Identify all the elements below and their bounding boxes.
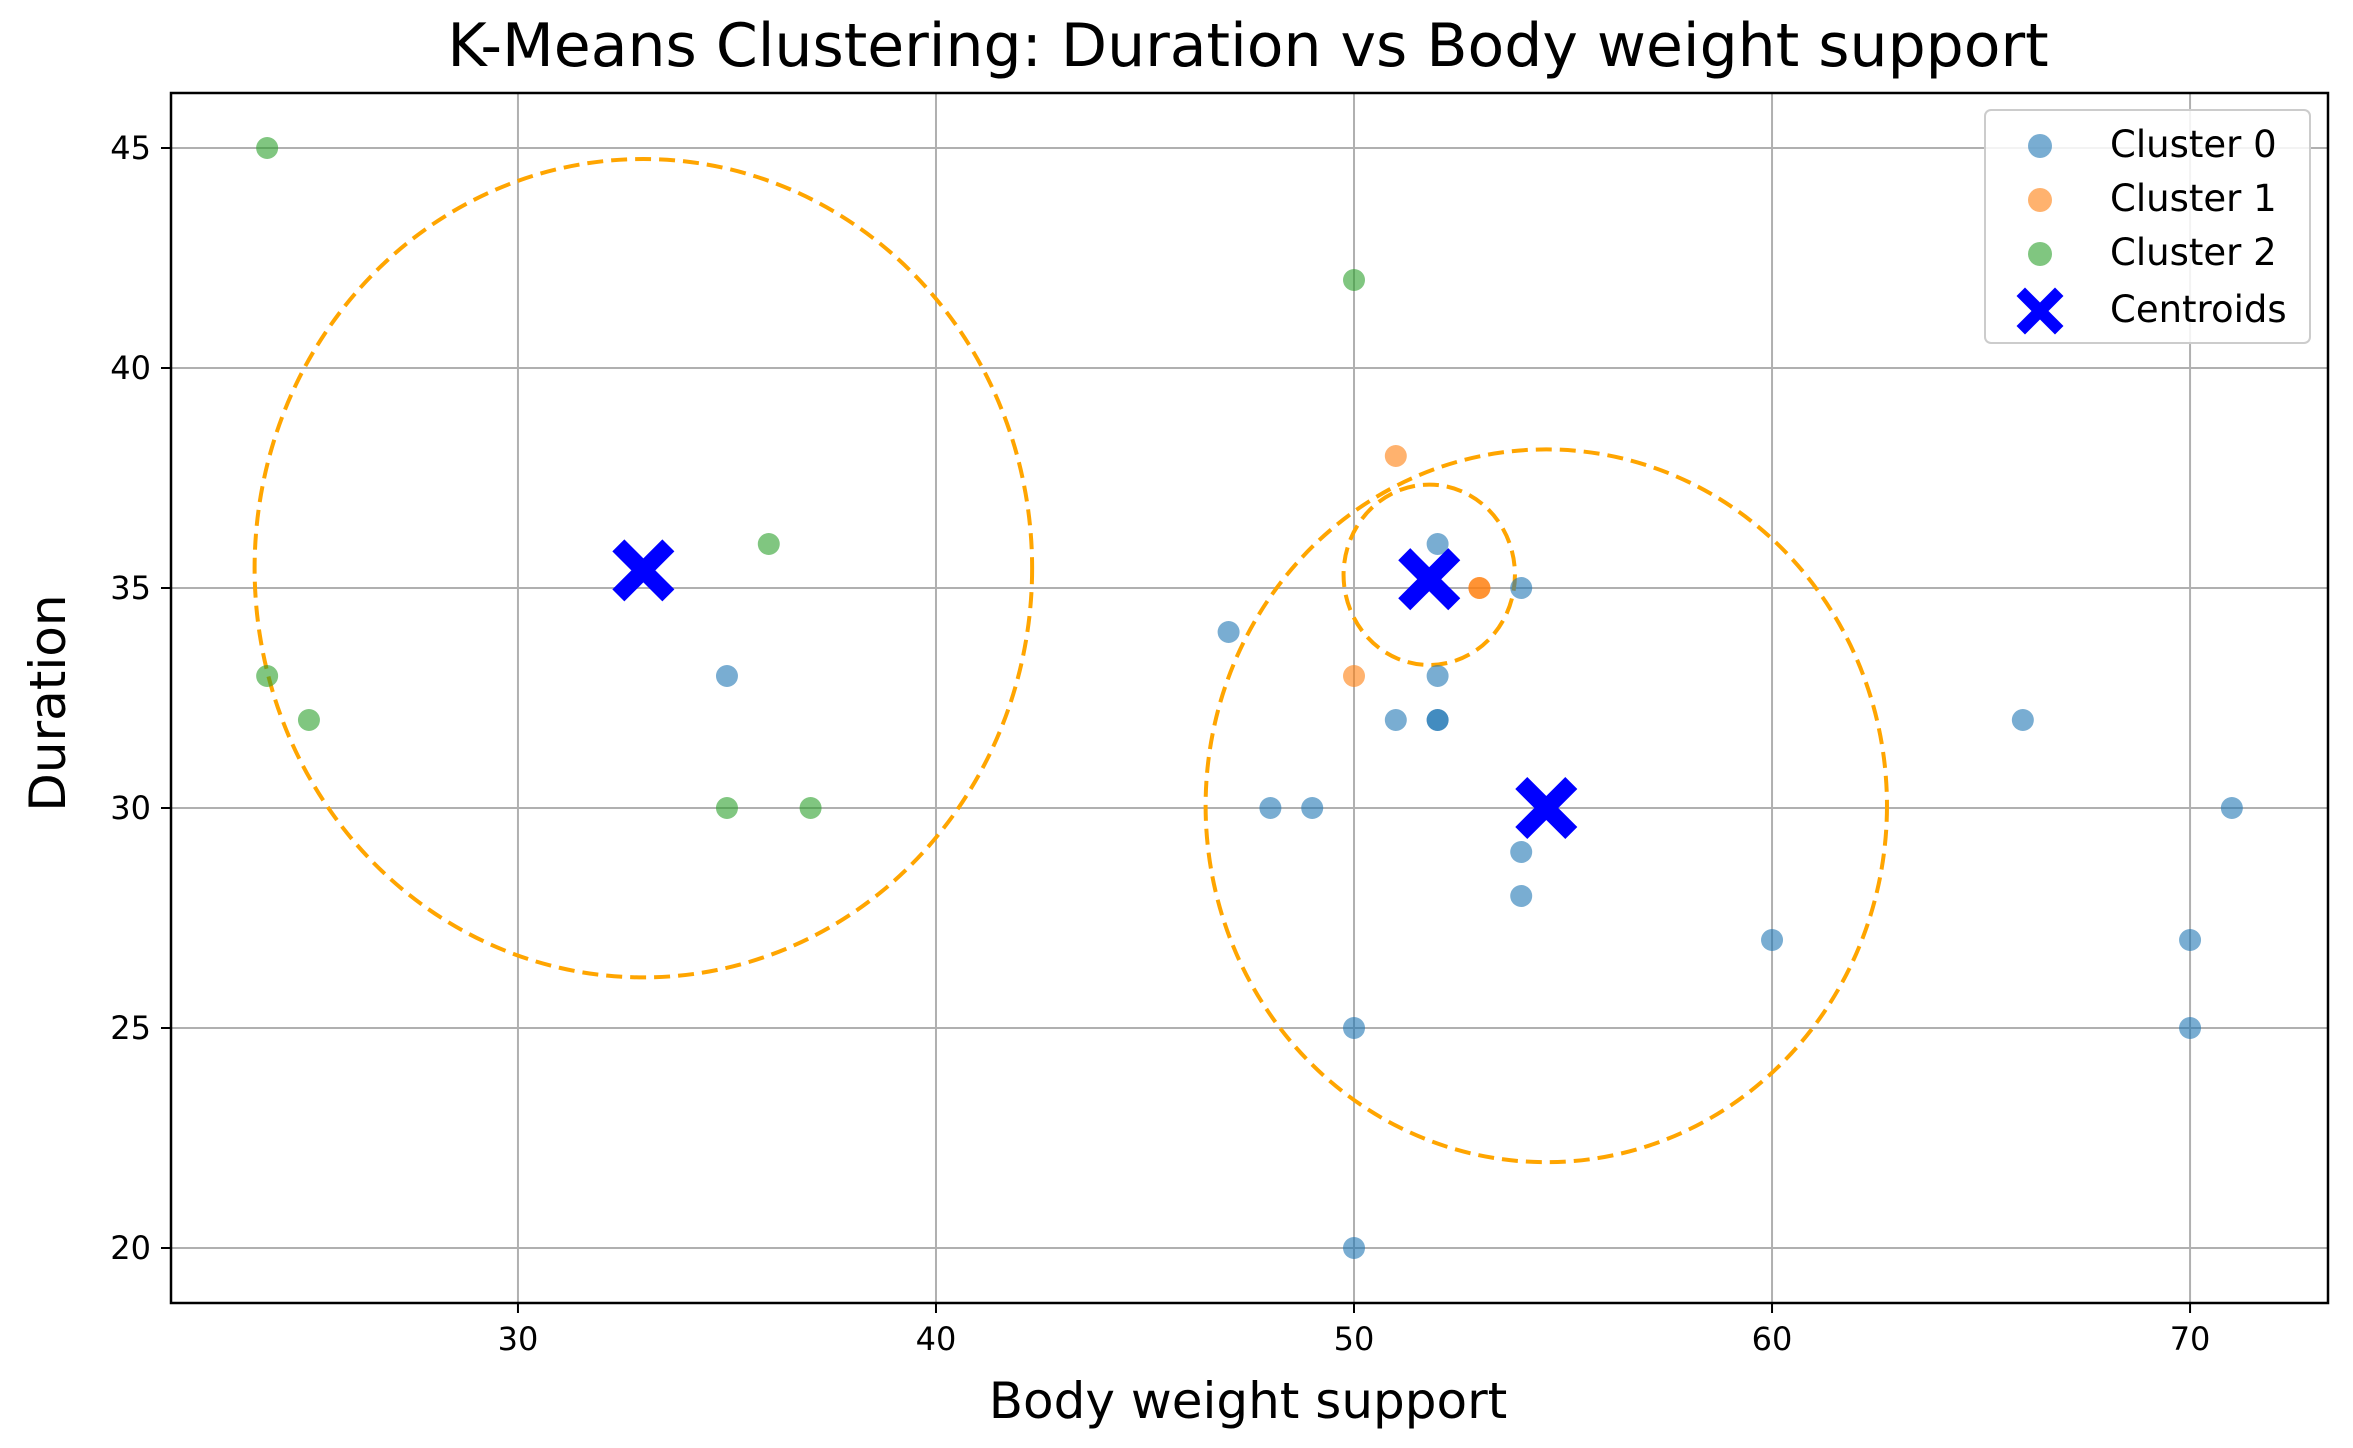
point-cluster-0 bbox=[2220, 797, 2243, 819]
legend-marker-cluster-2 bbox=[2028, 242, 2052, 266]
point-cluster-0 bbox=[1301, 797, 1324, 819]
point-cluster-0 bbox=[2179, 1017, 2202, 1039]
point-cluster-0 bbox=[1343, 1017, 1366, 1039]
point-cluster-0 bbox=[1217, 621, 1240, 643]
cluster-boundary-2 bbox=[1203, 447, 1889, 1165]
plot-frame bbox=[169, 91, 2330, 1305]
y-tick-label: 20 bbox=[110, 1229, 151, 1267]
point-cluster-2 bbox=[1343, 269, 1366, 291]
point-cluster-0 bbox=[1510, 841, 1533, 863]
legend-label-cluster-0: Cluster 0 bbox=[2110, 123, 2277, 166]
x-tick-label: 60 bbox=[1752, 1320, 1793, 1358]
legend: Cluster 0 Cluster 1 Cluster 2 Centroids bbox=[1984, 109, 2311, 344]
point-cluster-0 bbox=[1510, 577, 1533, 599]
point-cluster-2 bbox=[256, 665, 279, 687]
centroid-marker bbox=[1398, 548, 1461, 611]
cluster-boundaries bbox=[252, 157, 1889, 1165]
data-points bbox=[256, 137, 2243, 1259]
point-cluster-0 bbox=[1426, 665, 1449, 687]
point-cluster-1 bbox=[1468, 577, 1491, 599]
point-cluster-0 bbox=[1259, 797, 1282, 819]
y-tick-label: 30 bbox=[110, 789, 151, 827]
y-tick-label: 45 bbox=[110, 129, 151, 167]
y-axis-label: Duration bbox=[19, 594, 77, 811]
centroid-marker bbox=[1515, 776, 1578, 840]
x-axis-ticks: 30 40 50 60 70 bbox=[498, 1303, 2211, 1358]
legend-marker-cluster-0 bbox=[2028, 134, 2052, 158]
legend-label-centroids: Centroids bbox=[2110, 288, 2287, 331]
legend-box bbox=[1984, 109, 2311, 344]
point-cluster-1 bbox=[1384, 445, 1407, 467]
legend-marker-cluster-1 bbox=[2028, 188, 2052, 212]
point-cluster-0 bbox=[1426, 709, 1449, 731]
point-cluster-0 bbox=[1510, 885, 1533, 907]
cluster-boundary-0 bbox=[252, 157, 1035, 980]
grid bbox=[171, 93, 2328, 1303]
point-cluster-0 bbox=[1384, 709, 1407, 731]
x-axis-label: Body weight support bbox=[989, 1372, 1508, 1430]
x-tick-label: 50 bbox=[1334, 1320, 1375, 1358]
point-cluster-1 bbox=[1343, 665, 1366, 687]
centroids bbox=[612, 539, 1578, 840]
point-cluster-0 bbox=[1761, 929, 1784, 951]
legend-marker-centroids bbox=[2016, 287, 2064, 335]
centroid-marker bbox=[612, 539, 675, 602]
chart-title: K-Means Clustering: Duration vs Body wei… bbox=[447, 11, 2048, 81]
x-tick-label: 70 bbox=[2170, 1320, 2211, 1358]
y-axis-ticks: 20 25 30 35 40 45 bbox=[110, 129, 171, 1267]
point-cluster-2 bbox=[799, 797, 822, 819]
x-tick-label: 40 bbox=[916, 1320, 957, 1358]
point-cluster-2 bbox=[715, 797, 738, 819]
point-cluster-0 bbox=[1426, 533, 1449, 555]
y-tick-label: 25 bbox=[110, 1009, 151, 1047]
cluster-boundary-1 bbox=[1341, 482, 1517, 667]
point-cluster-0 bbox=[2011, 709, 2034, 731]
point-cluster-2 bbox=[757, 533, 780, 555]
legend-label-cluster-2: Cluster 2 bbox=[2110, 231, 2277, 274]
point-cluster-2 bbox=[297, 709, 320, 731]
point-cluster-2 bbox=[256, 137, 279, 159]
y-tick-label: 40 bbox=[110, 349, 151, 387]
y-tick-label: 35 bbox=[110, 569, 151, 607]
legend-label-cluster-1: Cluster 1 bbox=[2110, 177, 2277, 220]
point-cluster-0 bbox=[2179, 929, 2202, 951]
point-cluster-0 bbox=[1343, 1237, 1366, 1259]
point-cluster-0 bbox=[715, 665, 738, 687]
x-tick-label: 30 bbox=[498, 1320, 539, 1358]
